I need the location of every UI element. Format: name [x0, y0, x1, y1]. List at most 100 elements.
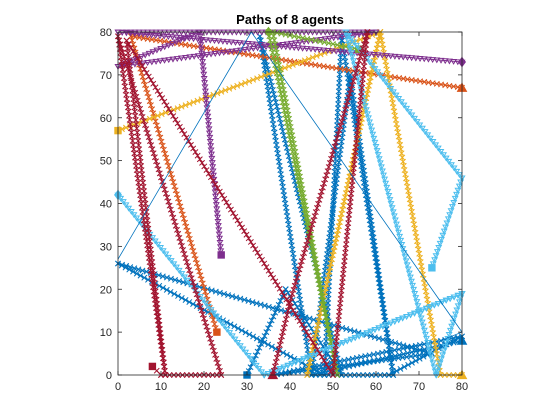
x-tick-label: 50	[327, 381, 339, 393]
series-4-point	[420, 56, 428, 63]
series-1-point	[408, 344, 415, 351]
series-1-point	[163, 274, 170, 281]
x-tick-label: 80	[456, 381, 468, 393]
series-2-point	[198, 276, 205, 283]
series-4-point	[258, 44, 266, 51]
series-4-point	[224, 49, 232, 56]
series-4-point	[326, 35, 333, 42]
series-3-point	[226, 85, 233, 92]
y-tick-label: 0	[106, 370, 112, 382]
series-1-point	[263, 329, 270, 336]
series-2-point	[177, 203, 184, 210]
series-4-point	[366, 51, 374, 58]
series-4-point	[240, 40, 248, 47]
series-4-point	[211, 51, 219, 57]
series-1-point	[249, 299, 256, 306]
series-4-point	[303, 46, 311, 53]
y-tick-label: 60	[100, 113, 112, 125]
series-2-point	[175, 195, 181, 202]
series-1-point	[277, 297, 284, 304]
series-1-point	[306, 322, 312, 328]
series-2-point	[172, 187, 179, 194]
series-2-point	[162, 150, 169, 157]
series-4-point	[408, 55, 416, 62]
series-2-point	[163, 154, 170, 161]
series-1-point	[247, 364, 254, 371]
series-1-point	[233, 294, 240, 301]
series-4-point	[321, 36, 329, 43]
series-3-point	[122, 124, 129, 131]
series-1-point	[296, 307, 303, 314]
x-tick-label: 70	[413, 381, 425, 393]
series-4-point	[416, 56, 424, 62]
series-4-point	[330, 35, 338, 42]
series-3-point	[262, 72, 269, 79]
series-1-point	[133, 270, 140, 277]
series-1-point	[241, 296, 248, 303]
series-3-point	[194, 97, 201, 104]
series-1-point	[301, 314, 308, 321]
series-1-point	[252, 352, 259, 359]
series-1-point	[122, 264, 129, 271]
series-1-point	[265, 341, 272, 348]
series-4-point	[355, 31, 363, 38]
series-1-point	[272, 309, 279, 316]
series-4-point	[262, 44, 270, 51]
series-2-point	[157, 134, 164, 141]
series-4-point	[236, 40, 244, 47]
series-3-point	[317, 51, 324, 58]
series-1-point	[280, 349, 287, 356]
series-4-point	[403, 54, 411, 61]
series-1-point	[268, 343, 275, 350]
series-3-point	[258, 73, 265, 80]
series-2-point	[184, 227, 191, 234]
series-1-point	[412, 345, 419, 352]
series-1-point	[235, 325, 242, 332]
series-1-point	[310, 316, 317, 323]
series-1-point	[253, 300, 260, 307]
series-1-point	[245, 297, 252, 304]
series-1-point	[118, 262, 125, 269]
series-4-point	[190, 53, 198, 60]
series-1-point	[380, 336, 386, 343]
series-4-point	[202, 37, 210, 44]
series-4-point	[169, 34, 177, 41]
series-4-point	[244, 41, 252, 47]
series-1-point	[182, 297, 189, 303]
series-3-point	[174, 105, 181, 112]
series-3-point	[309, 54, 316, 61]
series-4-point	[286, 44, 294, 51]
series-2-point	[146, 98, 153, 105]
series-1-point	[178, 295, 185, 301]
series-4-point	[328, 48, 336, 55]
series-2-point	[178, 207, 185, 214]
series-1-point	[225, 292, 232, 299]
series-4-point	[437, 57, 445, 64]
series-1-point	[257, 301, 264, 308]
x-tick-label: 30	[241, 381, 253, 393]
series-4-end-marker	[217, 251, 225, 259]
series-2-point	[173, 191, 180, 198]
series-1-point	[261, 333, 268, 339]
series-1-point	[412, 357, 419, 364]
series-1-point	[317, 339, 324, 346]
series-1-point	[186, 299, 193, 305]
series-1-point	[131, 265, 138, 272]
series-2-point	[171, 183, 178, 190]
series-2-point	[202, 288, 209, 295]
series-1-point	[168, 275, 174, 282]
series-4-point	[216, 50, 223, 57]
series-4-point	[165, 57, 173, 64]
series-1-point	[367, 333, 374, 339]
series-4-point	[441, 58, 449, 65]
y-tick-label: 30	[100, 241, 112, 253]
series-3-point	[266, 70, 272, 77]
series-1-point	[254, 348, 261, 355]
series-4-point	[370, 52, 378, 58]
series-4-point	[211, 38, 218, 45]
series-4-point	[190, 36, 197, 43]
series-4-point	[445, 58, 453, 65]
series-4-point	[245, 46, 253, 53]
series-2-point	[196, 268, 203, 275]
y-tick-label: 70	[100, 70, 112, 82]
